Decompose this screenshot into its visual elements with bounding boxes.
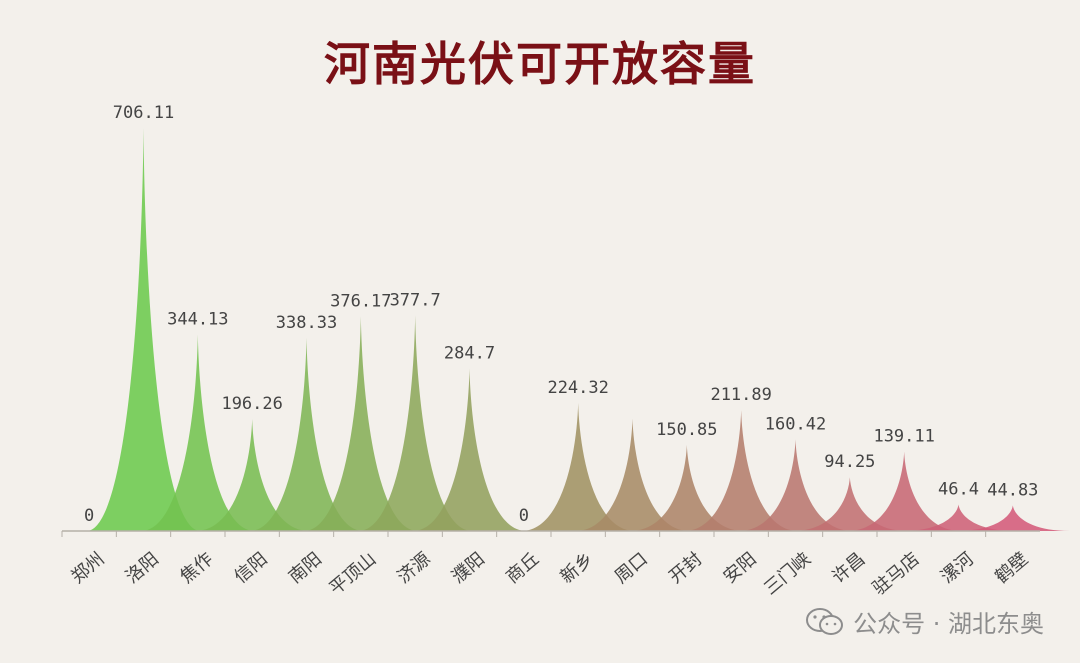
- x-tick-label: 信阳: [231, 549, 272, 588]
- data-label: 224.32: [547, 378, 608, 398]
- chart-title: 河南光伏可开放容量: [324, 37, 756, 91]
- x-tick-label: 周口: [611, 549, 652, 588]
- data-label: 46.4: [938, 480, 979, 500]
- x-tick-label: 新乡: [557, 549, 598, 588]
- x-tick-label: 许昌: [828, 549, 869, 588]
- x-tick-label: 商丘: [502, 549, 543, 588]
- x-tick-label: 焦作: [176, 549, 217, 588]
- data-label: 211.89: [710, 385, 771, 405]
- peak-安阳: [684, 410, 799, 531]
- wechat-icon: [806, 607, 844, 635]
- data-label: 0: [84, 506, 94, 526]
- peak-焦作: [140, 334, 255, 531]
- peak-济源: [358, 315, 473, 531]
- x-tick-label: 驻马店: [869, 549, 924, 600]
- x-tick-label: 三门峡: [760, 549, 815, 600]
- peak-鹤壁: [955, 505, 1070, 531]
- data-label: 344.13: [167, 310, 228, 330]
- x-tick-label: 安阳: [720, 549, 761, 588]
- peak-驻马店: [847, 451, 962, 531]
- peak-濮阳: [412, 368, 527, 531]
- peak-洛阳: [86, 128, 201, 531]
- peak-周口: [575, 418, 690, 531]
- peak-许昌: [792, 477, 907, 531]
- data-label: 44.83: [987, 480, 1038, 500]
- peak-新乡: [521, 402, 636, 531]
- peak-南阳: [249, 337, 364, 531]
- data-label: 706.11: [113, 103, 174, 123]
- data-label: 160.42: [765, 414, 826, 434]
- x-tick-label: 平顶山: [325, 549, 380, 600]
- x-tick-label: 濮阳: [448, 549, 489, 588]
- peak-开封: [629, 444, 744, 531]
- peak-三门峡: [738, 439, 853, 531]
- x-tick-label: 开封: [665, 549, 706, 588]
- x-axis-ticks: [61, 531, 987, 537]
- data-label: 338.33: [276, 313, 337, 333]
- data-label: 94.25: [824, 452, 875, 472]
- x-tick-label: 南阳: [285, 549, 326, 588]
- series-areas: [86, 128, 1070, 531]
- x-axis-labels: 郑州 洛阳 焦作 信阳 南阳 平顶山 济源 濮阳 商丘 新乡 周口 开封 安阳 三门峡 许昌 驻马店 漯河 鹤壁: [68, 549, 1033, 600]
- peak-信阳: [195, 418, 310, 531]
- x-tick-label: 洛阳: [122, 549, 163, 588]
- watermark-text: 公众号 · 湖北东奥: [853, 610, 1044, 638]
- peak-漯河: [901, 504, 1016, 531]
- data-label: 376.17: [330, 291, 391, 311]
- data-label: 377.7: [390, 290, 441, 310]
- x-tick-label: 鹤壁: [991, 549, 1032, 588]
- x-tick-label: 漯河: [937, 549, 978, 588]
- data-label: 284.7: [444, 344, 495, 364]
- x-tick-label: 济源: [394, 549, 435, 588]
- data-label: 139.11: [873, 427, 934, 447]
- data-label: 196.26: [221, 394, 282, 414]
- data-label: 150.85: [656, 420, 717, 440]
- watermark: 公众号 · 湖北东奥: [805, 604, 1044, 639]
- peak-平顶山: [303, 316, 418, 531]
- data-label: 0: [519, 506, 529, 526]
- x-tick-label: 郑州: [68, 549, 109, 588]
